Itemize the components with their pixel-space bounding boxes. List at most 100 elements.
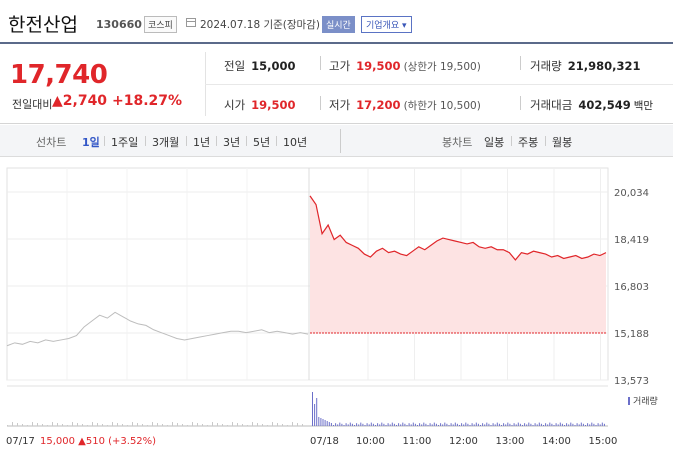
volume-bar [192, 422, 193, 426]
tab-3m[interactable]: 3개월 [152, 136, 180, 149]
y-tick-label: 18,419 [614, 235, 649, 246]
volume-bar [591, 422, 593, 426]
volume-bar [484, 424, 486, 426]
volume-bar [72, 422, 73, 426]
volume-bar [366, 423, 368, 426]
volume-bar [404, 423, 406, 426]
volume-bar [393, 423, 395, 426]
volume-bar [438, 425, 439, 426]
volume-bar [555, 423, 557, 426]
volume-bar [396, 425, 397, 426]
volume-bar [603, 423, 605, 426]
volume-bar [372, 423, 374, 426]
volume-bar [389, 424, 391, 426]
volume-bar [142, 424, 143, 426]
high-price: 고가 19,500 (상한가 19,500) [329, 59, 481, 73]
volume-bar [461, 423, 463, 426]
volume-bar [513, 423, 515, 426]
volume-bar [337, 424, 339, 426]
volume-bar [360, 422, 362, 426]
volume-bar [408, 423, 410, 426]
volume-bar [452, 424, 454, 426]
x-tick-label: 11:00 [403, 436, 432, 447]
volume-bar [467, 423, 469, 426]
volume-bar [7, 425, 8, 426]
volume-bar [267, 425, 268, 426]
volume-bar [326, 421, 328, 426]
volume-bar [480, 425, 481, 426]
volume-bar [450, 423, 452, 426]
volume-bar [419, 423, 421, 426]
volume-bar [549, 422, 551, 426]
volume-bar [599, 424, 601, 426]
volume-bar [152, 422, 153, 426]
volume-bar [322, 419, 324, 426]
volume-bar [570, 422, 572, 426]
volume-bar [486, 422, 488, 426]
volume-bar [431, 424, 433, 426]
volume-bar [349, 422, 351, 426]
volume-bar [47, 425, 48, 426]
volume-bar [232, 422, 233, 426]
volume-bar [429, 423, 431, 426]
volume-bar [333, 425, 334, 426]
x-tick-label: 12:00 [449, 436, 478, 447]
tab-daily[interactable]: 일봉 [484, 136, 505, 149]
chart-canvas: 20,034 18,419 16,803 15,188 13,573 07/17 15,0… [6, 167, 658, 447]
volume-bar [400, 424, 402, 426]
volume-bar [412, 422, 414, 426]
volume-bar [589, 424, 591, 426]
volume-bar [435, 423, 437, 426]
calendar-icon [186, 18, 196, 27]
volume-bar [530, 423, 532, 426]
volume-bar [375, 425, 376, 426]
volume-bar [12, 422, 13, 426]
volume-bar [358, 424, 360, 426]
volume-bar [444, 422, 446, 426]
candle-chart-label: 봉차트 [442, 136, 473, 149]
volume-bar [578, 424, 580, 426]
volume-bar [17, 423, 18, 426]
tab-3y[interactable]: 3년 [223, 136, 241, 149]
tab-monthly[interactable]: 월봉 [552, 136, 573, 149]
volume-bar [242, 424, 243, 426]
volume-bar [425, 423, 427, 426]
x-tick-label: 14:00 [542, 436, 571, 447]
volume-bar [421, 424, 423, 426]
tab-5y[interactable]: 5년 [253, 136, 271, 149]
volume-bar [442, 424, 444, 426]
tab-weekly[interactable]: 주봉 [518, 136, 539, 149]
volume-bar [368, 424, 370, 426]
volume-bar [509, 423, 511, 426]
volume-bar [587, 423, 589, 426]
volume-bar [364, 425, 366, 426]
volume-bar [157, 423, 158, 426]
volume-bar [328, 422, 330, 426]
volume-bar [433, 422, 435, 426]
volume-bar [172, 422, 173, 426]
company-overview-dropdown[interactable]: 기업개요 ▾ [361, 16, 412, 33]
volume-bar [440, 423, 442, 426]
tab-10y[interactable]: 10년 [283, 136, 308, 149]
y-tick-label: 15,188 [614, 329, 649, 340]
volume-bar [507, 422, 509, 426]
volume-bar [543, 425, 544, 426]
volume-bar [574, 425, 576, 426]
tab-1y[interactable]: 1년 [193, 136, 211, 149]
volume-bar [318, 417, 320, 426]
tab-1d[interactable]: 1일 [82, 136, 100, 149]
tab-1w[interactable]: 1주일 [111, 136, 139, 149]
volume-bar [341, 423, 343, 426]
volume-bar [67, 425, 68, 426]
volume-bar [505, 424, 507, 426]
realtime-button[interactable]: 실시간 [322, 16, 355, 33]
volume-bar [511, 425, 513, 426]
volume-bar [456, 423, 458, 426]
volume-bar [137, 423, 138, 426]
volume-bar [526, 424, 528, 426]
volume-bar [538, 422, 540, 426]
volume-bar [377, 423, 379, 426]
volume-bar [343, 425, 345, 426]
volume-bar [488, 423, 490, 426]
volume-bar [147, 425, 148, 426]
